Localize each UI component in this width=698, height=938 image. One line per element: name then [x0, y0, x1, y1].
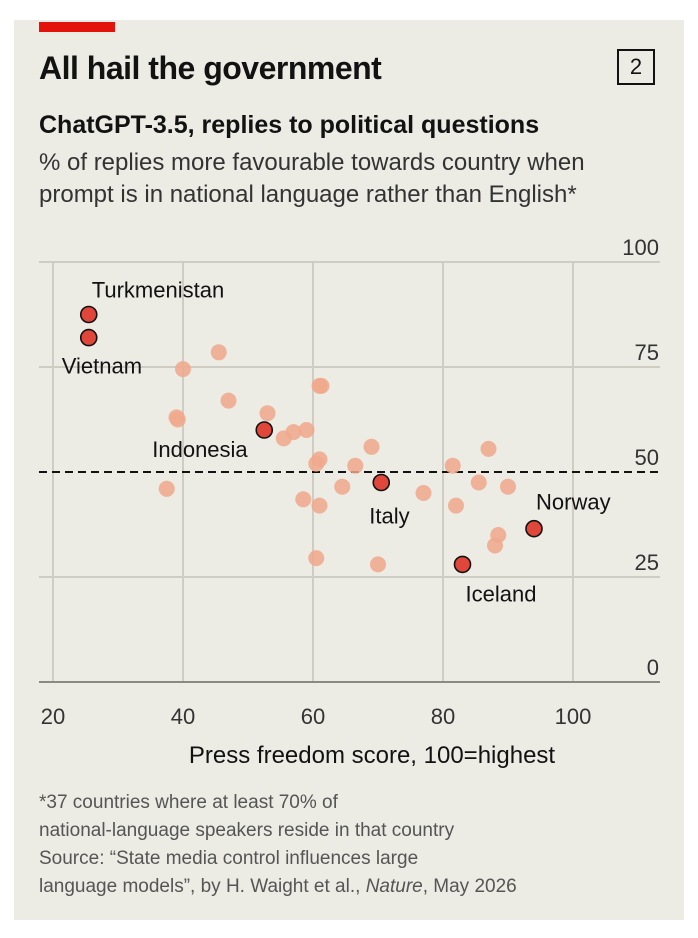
data-point [175, 361, 191, 378]
source-line: language models”, by H. Waight et al., N… [39, 873, 517, 901]
data-point [480, 440, 497, 457]
data-point [313, 377, 330, 394]
footnote: *37 countries where at least 70% of nati… [39, 789, 517, 901]
x-tick-label: 80 [431, 704, 455, 729]
data-point [370, 556, 386, 573]
point-label: Turkmenistan [92, 278, 224, 303]
y-tick-label: 50 [635, 445, 659, 470]
data-point [444, 457, 461, 474]
highlighted-point [372, 473, 391, 492]
highlighted-point [525, 519, 543, 538]
chart-number-badge: 2 [617, 49, 655, 85]
x-tick-label: 60 [301, 704, 325, 729]
point-label: Iceland [466, 581, 537, 606]
data-point [334, 478, 351, 495]
y-tick-label: 75 [635, 340, 659, 365]
data-point [295, 491, 312, 508]
highlighted-point [79, 305, 98, 324]
data-point [169, 411, 186, 428]
data-point [259, 405, 276, 422]
chart-title: All hail the government [39, 50, 382, 86]
data-point [448, 497, 464, 514]
source-journal: Nature [365, 876, 423, 897]
brand-tag [39, 22, 115, 32]
data-point [158, 480, 175, 497]
footnote-line: national-language speakers reside in tha… [39, 820, 455, 841]
data-point [311, 497, 328, 514]
source-text: language models”, by H. Waight et al., [39, 876, 366, 897]
data-point [487, 537, 503, 554]
data-point [470, 474, 487, 491]
data-point [500, 478, 516, 495]
source-text: , May 2026 [422, 876, 517, 897]
data-point [415, 485, 432, 501]
highlighted-point [255, 421, 274, 439]
data-point [220, 392, 237, 409]
source-line: Source: “State media control influences … [39, 848, 419, 869]
point-label: Norway [536, 490, 611, 515]
y-tick-label: 100 [622, 235, 659, 260]
y-tick-label: 25 [635, 550, 659, 575]
data-point [363, 438, 380, 455]
data-point [308, 550, 325, 567]
x-tick-label: 40 [171, 704, 195, 729]
data-point [298, 422, 315, 438]
highlighted-point [79, 328, 98, 347]
x-tick-label: 100 [555, 704, 592, 729]
data-point [275, 430, 292, 447]
x-tick-label: 20 [41, 704, 65, 729]
x-axis-label: Press freedom score, 100=highest [188, 742, 556, 769]
chart-subtitle: ChatGPT-3.5, replies to political questi… [39, 111, 540, 139]
point-label: Vietnam [62, 354, 142, 379]
point-label: Indonesia [152, 437, 248, 462]
highlighted-point [453, 555, 472, 574]
data-point [347, 457, 364, 474]
data-point [210, 344, 227, 361]
footnote-line: *37 countries where at least 70% of [39, 792, 338, 813]
data-point [308, 455, 325, 472]
point-label: Italy [369, 504, 409, 529]
y-tick-label: 0 [647, 655, 659, 680]
chart-description: % of replies more favourable towards cou… [39, 149, 585, 208]
